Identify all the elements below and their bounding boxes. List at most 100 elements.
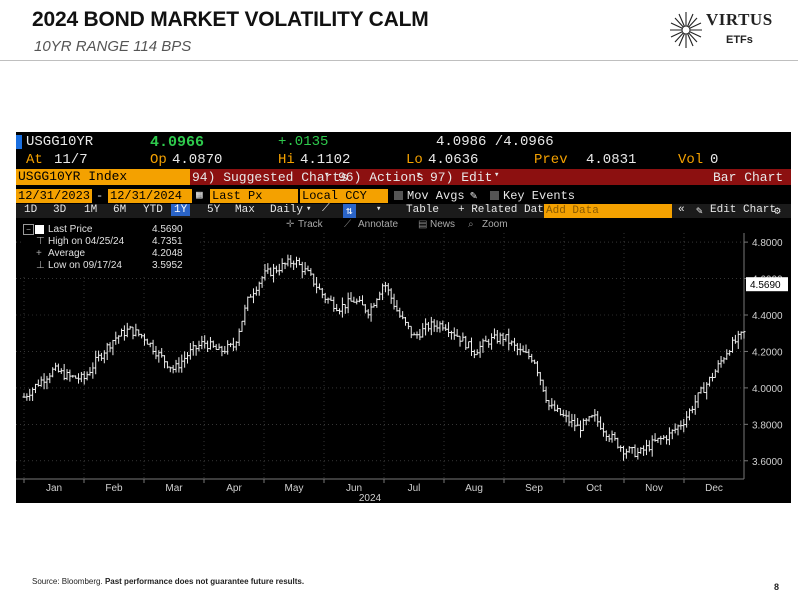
at-label: At [26, 152, 43, 168]
x-tick-label: Nov [645, 483, 663, 494]
settings-gear-icon[interactable]: ⚙ [774, 206, 781, 218]
last-px-select[interactable]: Last Px [210, 189, 298, 203]
mov-avgs-checkbox[interactable] [394, 191, 403, 200]
y-tick-label: 4.8000 [752, 238, 783, 249]
y-tick-label: 4.2000 [752, 347, 783, 358]
logo-wordmark: VIRTUS [706, 10, 773, 29]
price-bars [22, 254, 746, 461]
legend-collapse-icon[interactable]: − [23, 224, 34, 235]
key-events-checkbox[interactable] [490, 191, 499, 200]
virtus-starburst-icon [670, 12, 702, 48]
last-price-tag-label: 4.5690 [750, 280, 781, 291]
high-value: 4.1102 [300, 152, 351, 168]
calendar-icon[interactable]: ▦ [196, 190, 203, 202]
period-1m[interactable]: 1M [84, 204, 98, 216]
sort-chevron-icon: ▾ [376, 204, 382, 214]
legend-average-value: 4.2048 [152, 248, 183, 259]
table-button[interactable]: Table [406, 204, 440, 216]
controls-row: 12/31/2023 - 12/31/2024 ▦ Last Px Local … [16, 189, 791, 203]
end-date-input[interactable]: 12/31/2024 [108, 189, 192, 203]
ticker-symbol[interactable]: USGG10YR [26, 134, 94, 150]
edit-chart-button[interactable]: Edit Chart [710, 204, 777, 216]
period-ytd[interactable]: YTD [143, 204, 163, 216]
legend-high-label: High on 04/25/24 [48, 236, 125, 247]
actions-menu[interactable]: 96) Actions [338, 170, 424, 185]
bid-ask: 4.0986 /4.0966 [436, 134, 554, 150]
add-data-input[interactable]: Add Data [544, 204, 672, 218]
period-3d[interactable]: 3D [53, 204, 67, 216]
legend-last-value: 4.5690 [152, 224, 183, 235]
legend-high-value: 4.7351 [152, 236, 183, 247]
pencil-icon[interactable]: ✎ [470, 189, 478, 203]
line-chart-icon[interactable]: ⟋ [322, 203, 330, 215]
y-tick-label: 3.6000 [752, 457, 783, 468]
bloomberg-terminal: USGG10YR 4.0966 +.0135 4.0986 /4.0966 At… [16, 132, 791, 503]
page-subtitle: 10YR RANGE 114 BPS [34, 38, 192, 55]
zoom-icon: ⌕ [468, 219, 474, 230]
annotate-tool[interactable]: Annotate [358, 219, 399, 230]
x-tick-label: Dec [705, 483, 723, 494]
footer: Source: Bloomberg. Past performance does… [32, 577, 304, 586]
ticker-marker [16, 135, 22, 149]
mov-avgs-label: Mov Avgs [407, 189, 465, 203]
low-value: 4.0636 [428, 152, 479, 168]
legend-high-icon: ⊤ [36, 236, 45, 247]
collapse-icon[interactable]: « [678, 204, 685, 216]
x-tick-label: May [285, 483, 304, 494]
x-tick-label: Feb [105, 483, 123, 494]
last-price-tag: 4.5690 [746, 277, 788, 292]
suggested-charts-menu[interactable]: 94) Suggested Charts [192, 170, 349, 185]
x-tick-label: Jan [46, 483, 62, 494]
legend-last-label: Last Price [48, 224, 93, 235]
quote-row: USGG10YR 4.0966 +.0135 4.0986 /4.0966 [16, 134, 791, 151]
tools-row: ✛ Track ⟋ Annotate ▤ News ⌕ Zoom [16, 219, 791, 231]
currency-select[interactable]: Local CCY [300, 189, 388, 203]
actions-chevron-icon: ▾ [416, 170, 422, 180]
x-tick-label: Jul [408, 483, 421, 494]
date-separator: - [96, 189, 104, 203]
stats-row: At 11/7 Op 4.0870 Hi 4.1102 Lo 4.0636 Pr… [16, 152, 791, 168]
period-toolbar: 1D 3D 1M 6M YTD 1Y 5Y Max Daily ▾ ⟋ ⇅ ▾ … [16, 203, 791, 218]
price-chart[interactable]: 3.60003.80004.00004.20004.40004.60004.80… [16, 231, 791, 503]
news-icon: ▤ [418, 219, 428, 230]
footer-source: Source: Bloomberg. [32, 577, 103, 586]
y-tick-label: 4.4000 [752, 311, 783, 322]
footer-disclaimer: Past performance does not guarantee futu… [104, 577, 305, 586]
news-tool[interactable]: News [430, 219, 456, 230]
annotate-icon: ⟋ [344, 219, 351, 230]
open-value: 4.0870 [172, 152, 223, 168]
y-axis: 3.60003.80004.00004.20004.40004.60004.80… [743, 233, 783, 479]
prev-value: 4.0831 [586, 152, 637, 168]
key-events-label: Key Events [503, 189, 576, 203]
x-axis-year-label: 2024 [359, 493, 382, 503]
period-5y[interactable]: 5Y [207, 204, 221, 216]
x-tick-label: Mar [165, 483, 183, 494]
start-date-input[interactable]: 12/31/2023 [16, 189, 92, 203]
legend-swatch-icon [35, 225, 44, 234]
frequency-select[interactable]: Daily [270, 204, 304, 216]
track-icon: ✛ [286, 219, 295, 230]
legend-average-icon: + [36, 248, 42, 259]
edit-menu[interactable]: 97) Edit [430, 170, 493, 185]
x-tick-label: Apr [226, 483, 242, 494]
security-field[interactable]: USGG10YR Index [16, 169, 190, 185]
period-6m[interactable]: 6M [113, 204, 127, 216]
track-tool[interactable]: Track [298, 219, 323, 230]
zoom-tool[interactable]: Zoom [482, 219, 508, 230]
related-data-button[interactable]: + Related Dat [458, 204, 544, 216]
chart-legend: − Last Price 4.5690 ⊤ High on 04/25/24 4… [22, 223, 198, 277]
last-price-tag-box [746, 277, 788, 292]
y-tick-label: 3.8000 [752, 420, 783, 431]
period-1d[interactable]: 1D [24, 204, 38, 216]
at-value: 11/7 [54, 152, 88, 168]
bar-chart-button[interactable]: Bar Chart [713, 170, 784, 185]
prev-label: Prev [534, 152, 568, 168]
x-tick-label: Jun [346, 483, 362, 494]
period-max[interactable]: Max [235, 204, 255, 216]
period-1y[interactable]: 1Y [171, 204, 191, 216]
sort-icon[interactable]: ⇅ [343, 204, 356, 218]
low-label: Lo [406, 152, 423, 168]
page-title: 2024 BOND MARKET VOLATILITY CALM [32, 8, 429, 31]
high-label: Hi [278, 152, 295, 168]
volume-label: Vol [678, 152, 704, 168]
